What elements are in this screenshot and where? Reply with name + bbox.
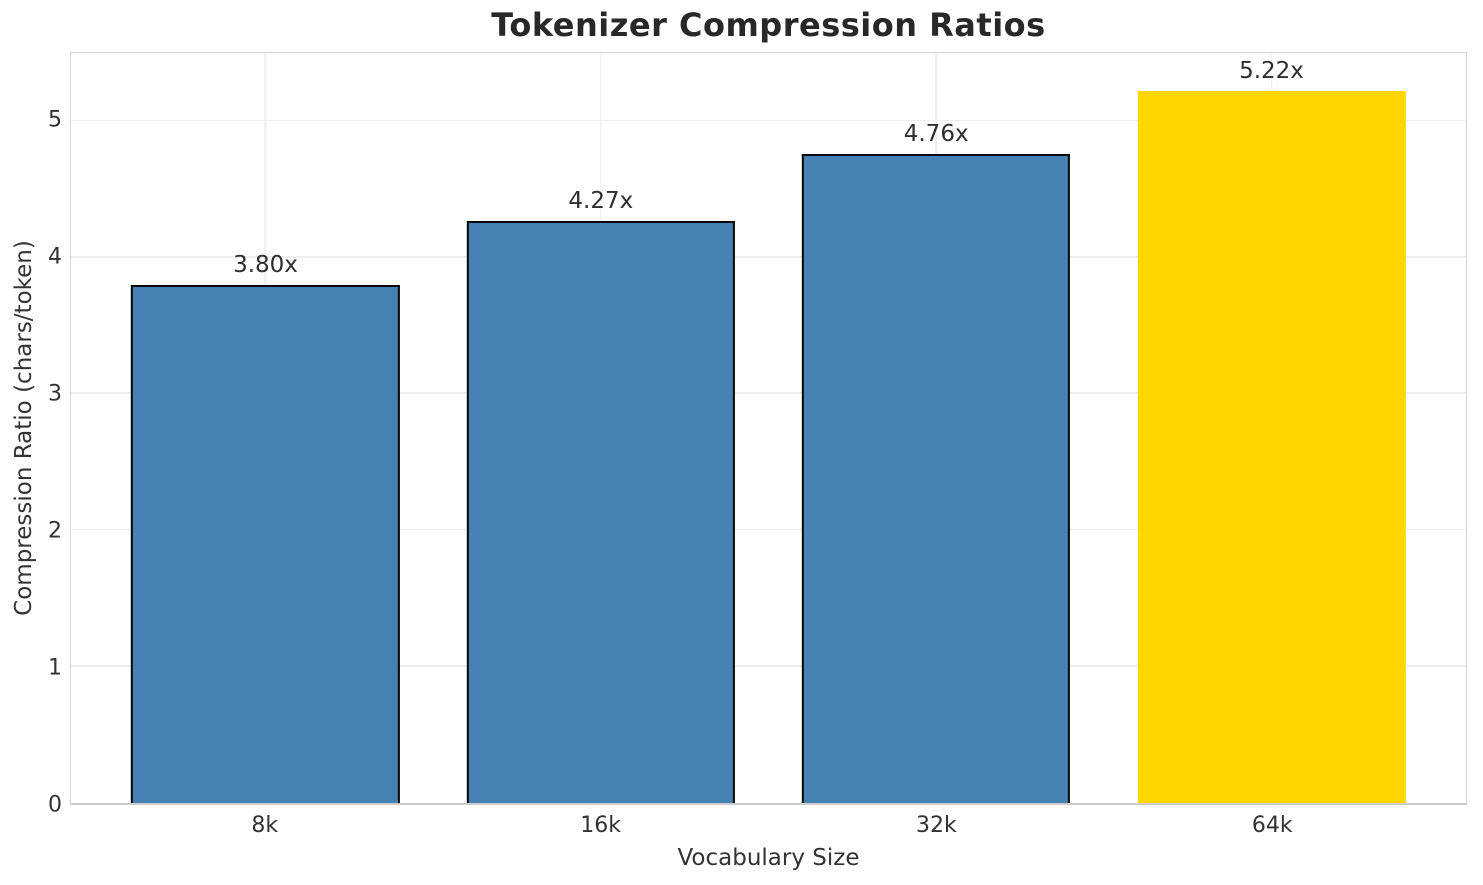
y-axis-label: Compression Ratio (chars/token) <box>11 240 37 616</box>
x-tick-label-64k: 64k <box>1251 813 1293 838</box>
gridline-horizontal <box>71 665 1466 667</box>
y-tick-label-5: 5 <box>48 107 62 133</box>
x-tick-label-16k: 16k <box>580 813 621 838</box>
bar-8k <box>131 284 400 803</box>
y-tick-label-3: 3 <box>48 381 62 407</box>
bar-32k <box>802 153 1071 803</box>
bar-value-label-16k: 4.27x <box>568 187 634 214</box>
y-tick-label-4: 4 <box>48 244 62 270</box>
x-axis-ticks: 8k 16k 32k 64k <box>70 813 1467 843</box>
gridline-horizontal <box>71 119 1466 122</box>
gridline-horizontal <box>71 528 1466 531</box>
bar-value-label-8k: 3.80x <box>233 251 298 278</box>
bar-16k <box>466 220 735 803</box>
chart-title: Tokenizer Compression Ratios <box>491 6 1046 44</box>
y-tick-label-0: 0 <box>48 792 62 818</box>
gridline-horizontal <box>71 256 1466 258</box>
plot-area: 3.80x 4.27x 4.76x 5.22x <box>70 52 1467 805</box>
y-tick-label-1: 1 <box>48 655 62 681</box>
x-tick-label-8k: 8k <box>251 813 279 838</box>
bar-value-label-32k: 4.76x <box>903 120 969 147</box>
y-tick-label-2: 2 <box>48 518 62 544</box>
bar-value-label-64k: 5.22x <box>1239 58 1304 85</box>
x-tick-label-32k: 32k <box>916 813 957 838</box>
bar-64k <box>1137 91 1406 803</box>
x-axis-label: Vocabulary Size <box>677 845 860 871</box>
y-axis-ticks: 0 1 2 3 4 5 <box>0 52 62 818</box>
gridline-horizontal <box>71 392 1466 394</box>
